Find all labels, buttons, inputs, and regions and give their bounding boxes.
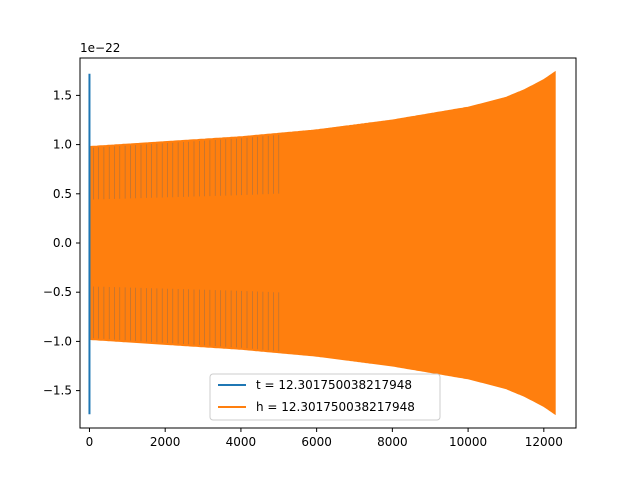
y-tick-label: −1.0 — [43, 334, 72, 348]
x-tick-label: 12000 — [525, 435, 563, 449]
y-tick-label: −0.5 — [43, 285, 72, 299]
legend: t = 12.301750038217948 h = 12.3017500382… — [209, 373, 441, 421]
x-tick-label: 2000 — [150, 435, 181, 449]
y-tick-label: 1.5 — [53, 88, 72, 102]
y-tick-label: 1.0 — [53, 138, 72, 152]
y-tick-label: −1.5 — [43, 384, 72, 398]
x-tick-label: 6000 — [301, 435, 332, 449]
y-tick-label: 0.5 — [53, 187, 72, 201]
x-tick-label: 4000 — [226, 435, 257, 449]
y-offset-text: 1e−22 — [80, 41, 120, 55]
x-tick-label: 10000 — [449, 435, 487, 449]
x-tick-label: 8000 — [377, 435, 408, 449]
series-h-envelope — [89, 70, 556, 416]
x-tick-label: 0 — [86, 435, 94, 449]
legend-label-t: t = 12.301750038217948 — [256, 378, 412, 392]
x-axis: 0 2000 4000 6000 8000 10000 12000 — [86, 428, 563, 449]
legend-box — [209, 373, 441, 421]
legend-label-h: h = 12.301750038217948 — [256, 400, 415, 414]
y-axis: −1.5 −1.0 −0.5 0.0 0.5 1.0 1.5 — [43, 88, 80, 398]
plot-layer — [88, 70, 556, 416]
y-tick-label: 0.0 — [53, 236, 72, 250]
